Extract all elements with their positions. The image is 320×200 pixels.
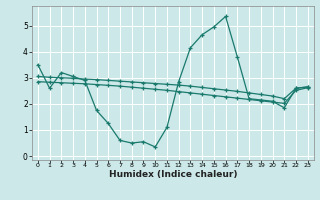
X-axis label: Humidex (Indice chaleur): Humidex (Indice chaleur) — [108, 170, 237, 179]
